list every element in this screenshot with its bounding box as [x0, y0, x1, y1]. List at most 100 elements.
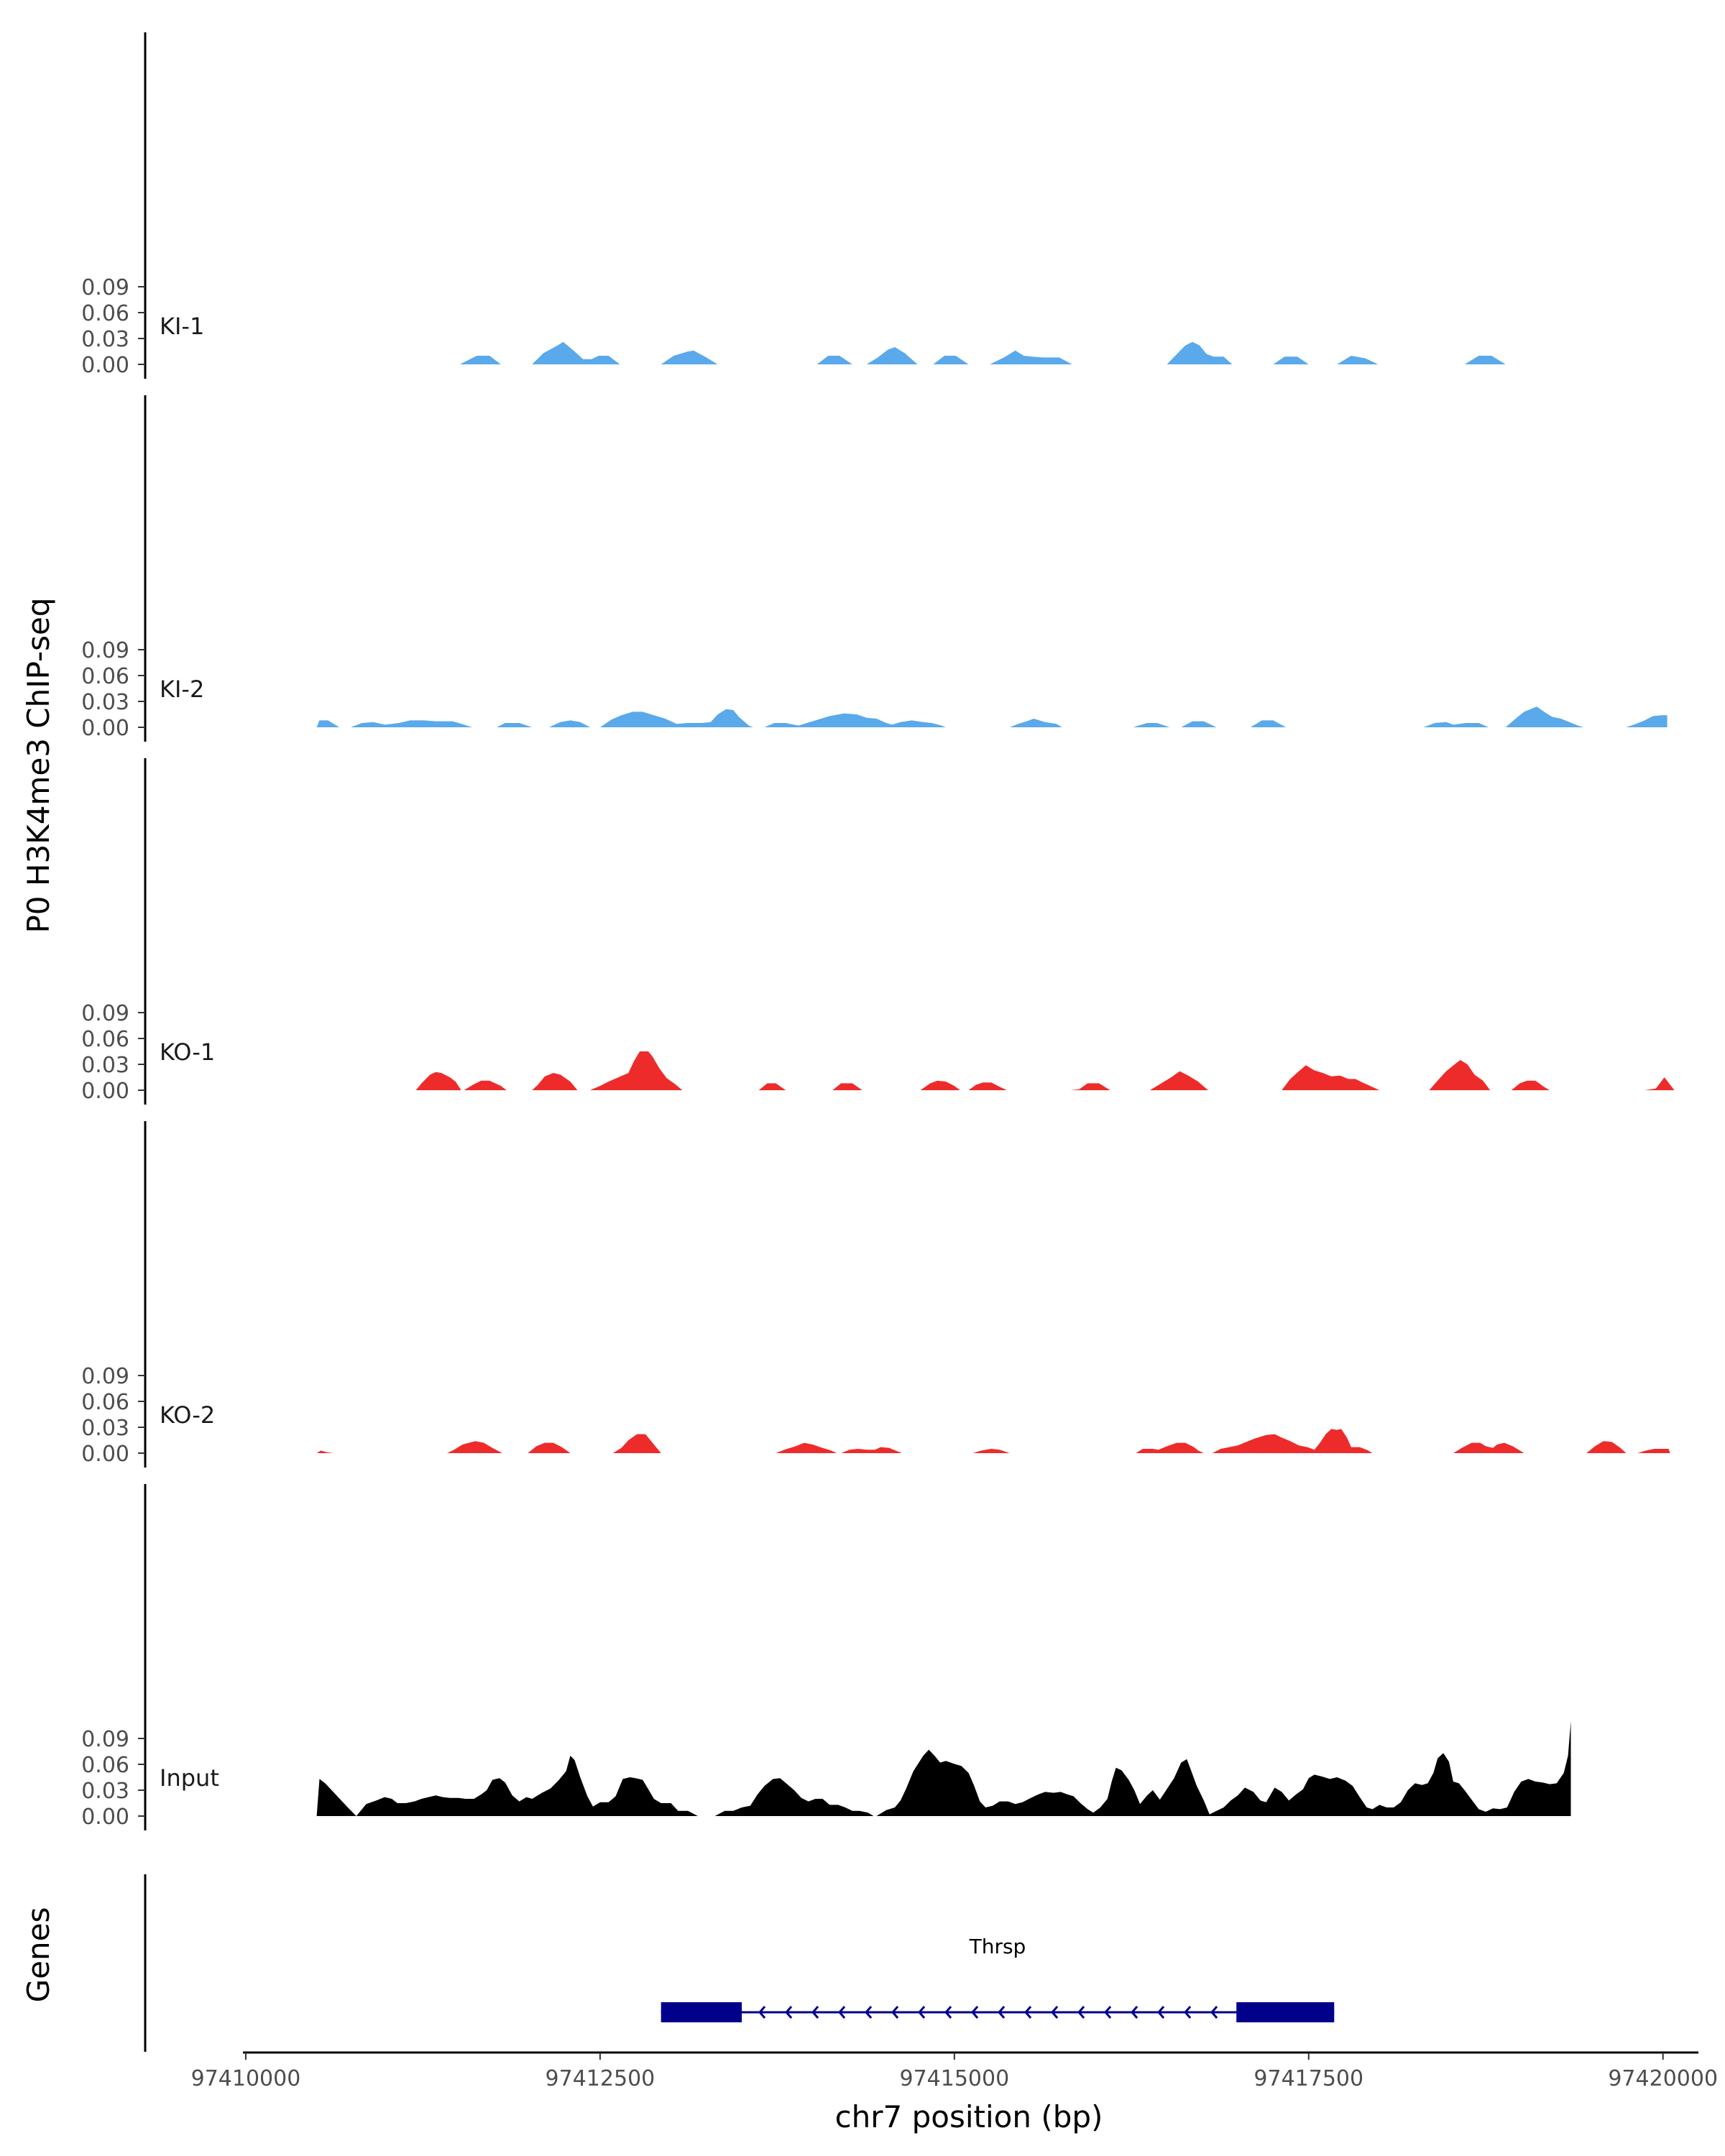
signal-peak [972, 1449, 1010, 1453]
signal-peak [1250, 720, 1287, 727]
strand-arrow [998, 2006, 1006, 2019]
strand-arrow [865, 2006, 873, 2019]
signal-peak [459, 356, 501, 364]
y-tick-label: 0.09 [81, 1001, 129, 1026]
y-tick-label: 0.03 [81, 327, 129, 352]
gene-track-title: Genes [21, 1907, 56, 2003]
signal-peak [816, 356, 852, 364]
signal-peak [1429, 1060, 1491, 1090]
y-tick-label: 0.06 [81, 301, 129, 326]
x-tick-label: 97420000 [1608, 2066, 1718, 2091]
signal-peak [350, 720, 473, 727]
y-tick-label: 0.03 [81, 1053, 129, 1078]
signal-peak [866, 347, 918, 364]
signal-peak [1136, 1442, 1204, 1453]
x-tick-label: 97417500 [1254, 2066, 1363, 2091]
signal-peak [776, 1442, 837, 1453]
strand-arrow [1104, 2006, 1112, 2019]
signal-peak [764, 713, 946, 727]
signal-peak [1149, 1071, 1208, 1090]
signal-peak [1637, 1449, 1670, 1453]
signal-peak [415, 1072, 461, 1090]
strand-arrow [891, 2006, 899, 2019]
gene-exon [661, 2002, 742, 2022]
gene-exon [1236, 2002, 1335, 2022]
signal-peak [528, 1442, 571, 1453]
y-tick-label: 0.06 [81, 664, 129, 689]
signal-peak [933, 356, 969, 364]
strand-arrow [785, 2006, 793, 2019]
signal-peak [1505, 706, 1584, 727]
y-tick-label: 0.03 [81, 1779, 129, 1804]
signal-peak [714, 1778, 874, 1816]
track-ki-2: 0.000.030.060.09 KI-2 [81, 395, 1668, 742]
track-ko-2: 0.000.030.060.09 KO-2 [81, 1121, 1670, 1468]
signal-peak [316, 1450, 334, 1453]
strand-arrow [918, 2006, 926, 2019]
signal-peak [876, 1721, 1571, 1816]
y-tick-label: 0.06 [81, 1390, 129, 1415]
signal-peak [1453, 1442, 1524, 1453]
signal-peak [316, 720, 340, 727]
y-tick-label: 0.00 [81, 353, 129, 378]
gene-name-label: Thrsp [969, 1935, 1026, 1958]
signal-peak [990, 350, 1072, 364]
strand-arrow [1157, 2006, 1165, 2019]
strand-arrow [1131, 2006, 1138, 2019]
strand-arrow [1210, 2006, 1218, 2019]
signal-peak [599, 709, 753, 727]
signal-peak [832, 1083, 862, 1090]
track-label: KO-2 [160, 1401, 215, 1429]
signal-peak [1212, 1429, 1373, 1453]
signal-peak [1511, 1080, 1550, 1090]
track-ki-1: 0.000.030.060.09 KI-1 [81, 32, 1506, 379]
y-tick-label: 0.06 [81, 1753, 129, 1778]
signal-peak [661, 350, 718, 364]
signal-peak [464, 1080, 507, 1090]
gene-thrsp: Thrsp [661, 1935, 1335, 2022]
signal-peak [532, 1073, 578, 1090]
strand-arrow [944, 2006, 952, 2019]
tracks-layer: 0.000.030.060.09KI-10.000.030.060.09KI-2… [81, 32, 1675, 1830]
gene-track: Thrsp [144, 1874, 1335, 2052]
signal-peak [548, 720, 591, 727]
signal-peak [1167, 341, 1233, 364]
signal-peak [316, 1756, 699, 1816]
signal-peak [1273, 356, 1309, 364]
signal-peak [1070, 1083, 1110, 1090]
signal-peak [1423, 722, 1489, 727]
x-axis: 97410000 97412500 97415000 97417500 97420000 [191, 2051, 1718, 2091]
signal-peak [1464, 356, 1506, 364]
strand-arrow [1077, 2006, 1085, 2019]
signal-peak [447, 1441, 502, 1453]
signal-peak [497, 723, 533, 727]
y-tick-label: 0.03 [81, 1416, 129, 1441]
signal-peak [1181, 721, 1217, 727]
track-label: Input [160, 1764, 219, 1792]
signal-peak [1337, 356, 1379, 364]
strand-arrow [1184, 2006, 1192, 2019]
y-tick-label: 0.00 [81, 1442, 129, 1467]
signal-peak [1009, 719, 1062, 727]
x-axis-title: chr7 position (bp) [835, 2099, 1103, 2134]
y-tick-label: 0.00 [81, 1805, 129, 1830]
x-tick-label: 97412500 [546, 2066, 656, 2091]
y-tick-label: 0.00 [81, 1079, 129, 1104]
x-tick-label: 97410000 [191, 2066, 301, 2091]
track-label: KI-1 [160, 313, 204, 340]
x-tick-label: 97415000 [899, 2066, 1009, 2091]
signal-peak [841, 1447, 902, 1453]
strand-arrow [971, 2006, 979, 2019]
signal-peak [1644, 1077, 1675, 1090]
y-tick-label: 0.09 [81, 275, 129, 300]
track-label: KO-1 [160, 1038, 215, 1066]
y-tick-label: 0.06 [81, 1027, 129, 1052]
y-tick-label: 0.09 [81, 1364, 129, 1389]
signal-peak [1133, 723, 1170, 727]
signal-peak [758, 1083, 786, 1090]
signal-peak [968, 1082, 1007, 1090]
strand-arrow [1051, 2006, 1059, 2019]
signal-peak [920, 1080, 960, 1090]
y-axis-title: P0 H3K4me3 ChIP-seq [21, 597, 56, 933]
